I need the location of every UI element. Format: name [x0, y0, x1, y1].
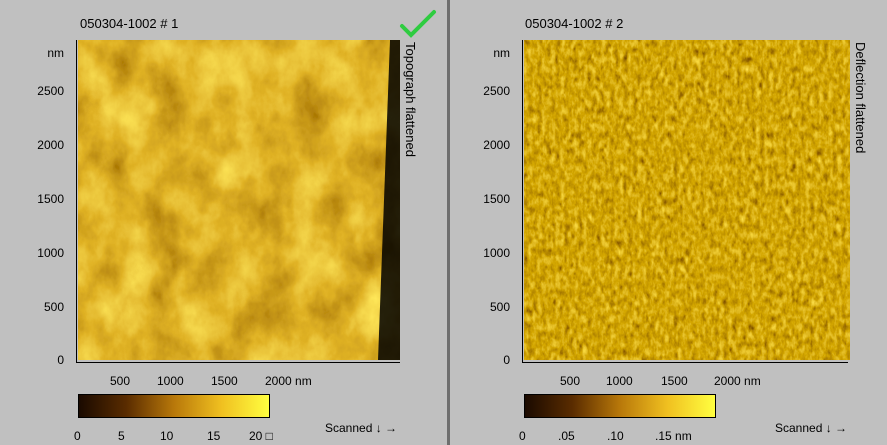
x-tick-label: 1000 — [606, 374, 633, 388]
x-axis — [76, 362, 400, 363]
x-tick-label: 500 — [110, 374, 131, 388]
y-tick-label: 2500 — [37, 84, 64, 98]
panel-title: 050304-1002 # 2 — [525, 16, 624, 31]
colorbar-tick-label: 20 □ — [249, 429, 273, 443]
y-axis-unit: nm — [47, 46, 64, 60]
y-tick-label: 500 — [489, 300, 510, 314]
checkmark-icon[interactable] — [398, 8, 438, 45]
x-tick-label: 2000 nm — [714, 374, 761, 388]
colorbar-tick-label: .05 — [558, 429, 575, 443]
colorbar-tick-label: 0 — [74, 429, 81, 443]
deflection-image[interactable] — [524, 40, 850, 360]
y-tick-label: 0 — [503, 353, 510, 367]
topography-panel: 050304-1002 # 1 Topograph flattened nm 2… — [37, 8, 438, 443]
colorbar — [524, 394, 716, 418]
y-tick-label: 2500 — [483, 84, 510, 98]
panel-title: 050304-1002 # 1 — [80, 16, 179, 31]
colorbar — [78, 394, 270, 418]
y-tick-label: 1500 — [37, 192, 64, 206]
x-axis — [522, 362, 848, 363]
x-tick-label: 2000 nm — [265, 374, 312, 388]
deflection-panel: 050304-1002 # 2 Deflection flattened nm … — [450, 0, 887, 445]
y-tick-label: 2000 — [483, 138, 510, 152]
y-axis — [522, 40, 523, 362]
scan-direction-label: Scanned ↓ → — [775, 421, 848, 435]
y-tick-label: 2000 — [37, 138, 64, 152]
colorbar-tick-label: 5 — [118, 429, 125, 443]
colorbar-tick-label: .15 nm — [655, 429, 692, 443]
channel-label: Deflection flattened — [853, 42, 868, 154]
x-tick-label: 1000 — [157, 374, 184, 388]
y-tick-label: 500 — [43, 300, 64, 314]
y-tick-label: 0 — [57, 353, 64, 367]
colorbar-tick-label: 15 — [207, 429, 221, 443]
x-tick-label: 500 — [560, 374, 581, 388]
x-tick-label: 1500 — [661, 374, 688, 388]
channel-label: Topograph flattened — [403, 42, 418, 157]
x-tick-label: 1500 — [211, 374, 238, 388]
scan-direction-label: Scanned ↓ → — [325, 421, 398, 435]
y-tick-label: 1500 — [483, 192, 510, 206]
colorbar-tick-label: .10 — [607, 429, 624, 443]
y-tick-label: 1000 — [37, 246, 64, 260]
y-axis-unit: nm — [493, 46, 510, 60]
topography-image[interactable] — [78, 40, 400, 360]
colorbar-tick-label: 0 — [519, 429, 526, 443]
y-axis — [76, 40, 77, 362]
y-tick-label: 1000 — [483, 246, 510, 260]
panel-separator — [447, 0, 450, 445]
colorbar-tick-label: 10 — [160, 429, 174, 443]
